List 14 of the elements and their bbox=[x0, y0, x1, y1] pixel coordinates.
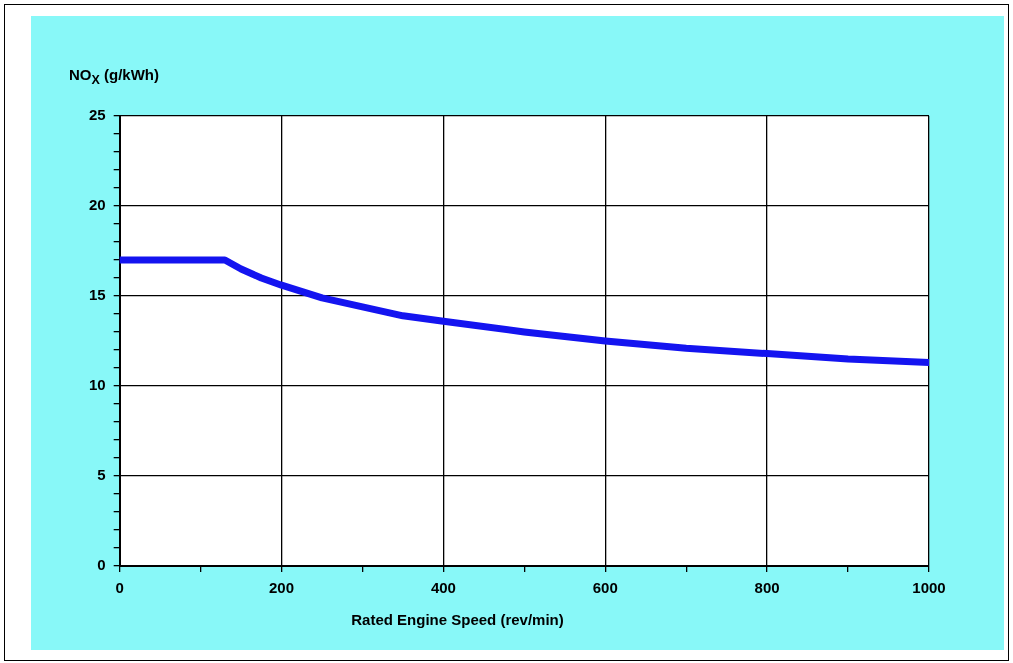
y-tick-label: 25 bbox=[89, 106, 106, 124]
y-axis-title: NO$_{X}$ (g/kWh) bbox=[69, 66, 159, 87]
x-tick-label: 0 bbox=[115, 579, 124, 597]
y-tick-label: 0 bbox=[97, 556, 106, 574]
x-axis-title: Rated Engine Speed (rev/min) bbox=[350, 611, 565, 628]
x-tick-label: 800 bbox=[754, 579, 780, 597]
x-tick-label: 600 bbox=[592, 579, 618, 597]
y-tick-label: 20 bbox=[89, 196, 106, 214]
x-tick-label: 200 bbox=[269, 579, 295, 597]
x-tick-label: 1000 bbox=[912, 579, 946, 597]
y-tick-label: 5 bbox=[97, 466, 106, 484]
y-tick-label: 15 bbox=[89, 286, 106, 304]
x-tick-label: 400 bbox=[430, 579, 456, 597]
y-tick-label: 10 bbox=[89, 376, 106, 394]
